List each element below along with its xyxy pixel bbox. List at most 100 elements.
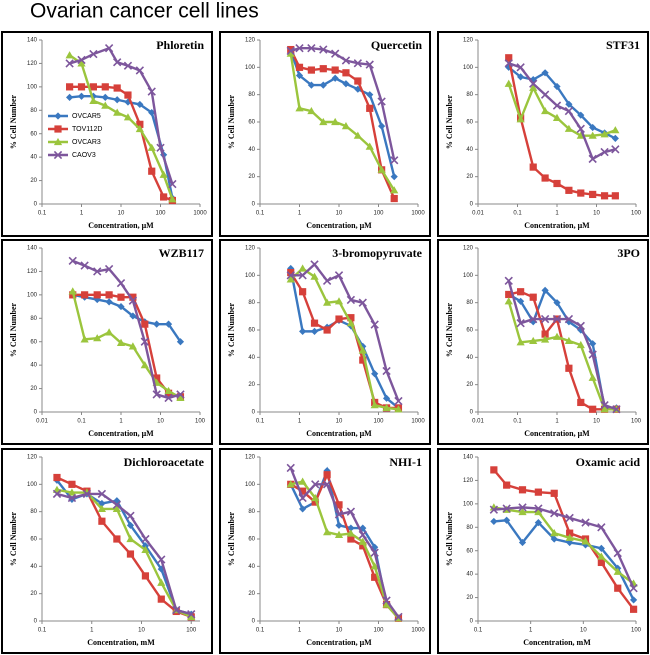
marker (600, 192, 609, 200)
marker (157, 578, 166, 586)
x-tick-label: 0.1 (38, 628, 47, 634)
marker (295, 63, 304, 71)
marker (597, 523, 606, 532)
panel-title: STF31 (606, 38, 640, 52)
y-tick-label: 20 (466, 174, 473, 180)
panel-title: 3-bromopyruvate (332, 246, 422, 260)
marker (611, 145, 620, 154)
marker (394, 396, 403, 406)
y-tick-label: 20 (30, 386, 37, 392)
marker (382, 403, 391, 411)
marker (93, 334, 102, 342)
y-tick-label: 100 (463, 501, 474, 507)
marker (136, 120, 144, 128)
marker (117, 293, 125, 301)
legend-marker (54, 125, 62, 133)
y-tick-label: 20 (30, 178, 37, 184)
y-tick-label: 40 (466, 355, 473, 361)
marker (370, 562, 379, 570)
x-tick-label: 1 (90, 628, 94, 634)
marker (101, 101, 110, 109)
y-tick-label: 120 (27, 61, 38, 67)
marker (81, 291, 89, 299)
marker (390, 194, 398, 203)
marker (517, 73, 525, 81)
marker (67, 488, 77, 496)
marker (299, 288, 307, 296)
panel: 0 20 40 60 80 100 120 0.01 0.1 1 10 100 STF31 Concent… (437, 31, 649, 237)
marker (298, 264, 307, 272)
series-line (289, 50, 396, 177)
x-tick-label: 0.1 (38, 211, 47, 217)
marker (286, 463, 295, 473)
marker (123, 113, 133, 121)
marker (341, 56, 351, 65)
y-tick-label: 0 (252, 202, 256, 208)
marker (77, 92, 86, 100)
marker (382, 596, 391, 605)
series-line (56, 476, 192, 619)
x-tick-label: 10 (118, 211, 125, 217)
marker (550, 509, 559, 518)
y-tick-label: 120 (27, 455, 38, 461)
y-tick-label: 100 (27, 84, 38, 90)
marker (490, 517, 498, 526)
x-tick-label: 100 (631, 419, 642, 425)
marker (331, 49, 340, 58)
y-axis-label: % Cell Number (445, 94, 454, 149)
y-tick-label: 20 (248, 382, 255, 388)
marker (310, 260, 319, 269)
marker (552, 332, 562, 340)
marker (113, 84, 121, 92)
marker (116, 338, 126, 346)
y-tick-label: 60 (30, 339, 37, 345)
marker (358, 298, 367, 307)
marker (576, 124, 585, 133)
marker (371, 573, 379, 581)
x-tick-label: 100 (195, 419, 206, 425)
marker (80, 261, 89, 270)
marker (629, 584, 638, 593)
marker (152, 390, 161, 399)
marker (503, 481, 511, 489)
marker (516, 338, 525, 346)
x-tick-label: 0.1 (256, 419, 265, 425)
x-tick-label: 0.1 (474, 628, 483, 634)
y-tick-label: 80 (248, 92, 255, 98)
y-tick-label: 0 (34, 202, 38, 208)
y-tick-label: 80 (248, 300, 255, 306)
marker (89, 49, 98, 59)
marker (529, 79, 538, 88)
marker (68, 495, 76, 503)
y-tick-label: 60 (30, 131, 37, 137)
x-tick-label: 1 (298, 419, 302, 425)
marker (286, 46, 295, 56)
marker (310, 272, 319, 280)
x-tick-label: 1000 (411, 211, 425, 217)
marker (565, 186, 573, 194)
marker (164, 386, 173, 395)
x-tick-label: 1000 (411, 419, 425, 425)
y-tick-label: 0 (34, 619, 38, 625)
legend-marker (53, 137, 63, 146)
y-tick-label: 20 (466, 382, 473, 388)
x-axis-label: Concentration, μM (524, 221, 590, 230)
marker (322, 480, 332, 489)
marker (629, 596, 638, 604)
marker (378, 122, 386, 130)
marker (104, 44, 114, 53)
x-axis-label: Concentration, mM (87, 638, 155, 647)
x-tick-label: 0.1 (513, 211, 522, 217)
marker (124, 91, 132, 99)
y-tick-label: 20 (466, 595, 473, 601)
marker (365, 142, 374, 150)
marker (394, 405, 403, 413)
marker (187, 612, 196, 620)
y-tick-label: 60 (466, 548, 473, 554)
marker (504, 59, 513, 68)
marker (553, 82, 561, 91)
y-tick-label: 120 (245, 455, 256, 461)
y-tick-label: 40 (248, 147, 255, 153)
y-tick-label: 140 (27, 246, 38, 252)
